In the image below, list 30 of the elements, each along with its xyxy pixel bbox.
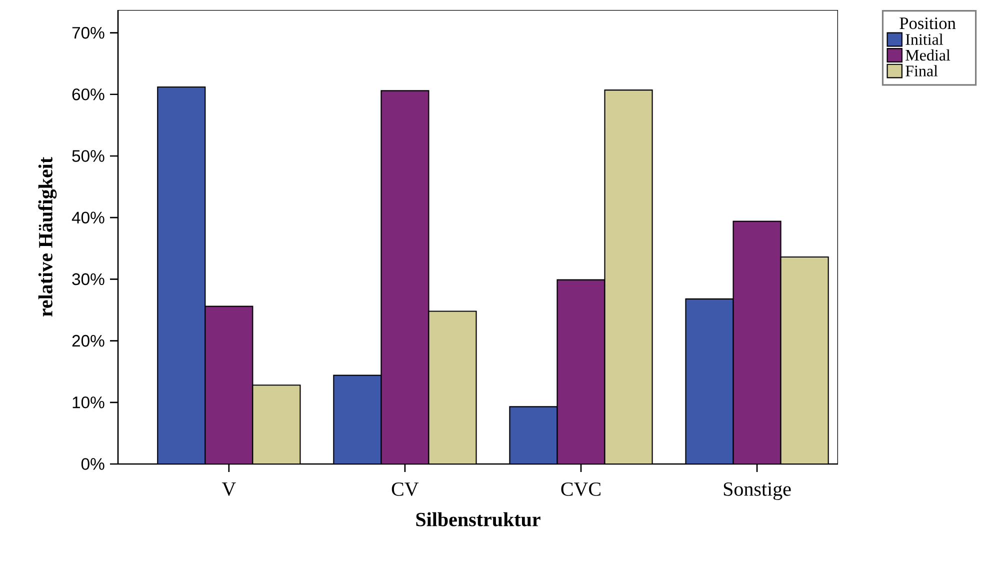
y-tick-label: 10% xyxy=(72,396,104,408)
bar xyxy=(780,256,829,464)
x-tick-label: V xyxy=(222,482,236,496)
bar xyxy=(732,220,782,464)
y-tick-label: 50% xyxy=(72,150,104,162)
bar xyxy=(685,298,734,464)
y-tick-label: 0% xyxy=(81,458,104,470)
y-tick-label: 60% xyxy=(72,88,104,100)
legend-label: Final xyxy=(906,65,938,76)
legend-title: Position xyxy=(900,17,956,30)
y-axis-title: relative Häufigkeit xyxy=(38,157,57,317)
legend-label: Medial xyxy=(906,49,950,61)
bar xyxy=(509,406,558,464)
x-tick-label: Sonstige xyxy=(724,482,791,500)
y-tick-label: 70% xyxy=(72,26,104,39)
bar xyxy=(380,90,430,464)
y-tick-label: 40% xyxy=(72,212,104,224)
y-tick-label: 20% xyxy=(72,334,104,347)
y-tick-label: 30% xyxy=(72,273,104,286)
x-tick-label: CVC xyxy=(561,482,600,496)
legend-label: Initial xyxy=(906,34,944,45)
bar xyxy=(252,384,301,464)
bar xyxy=(556,279,606,464)
bar xyxy=(428,310,477,464)
bar xyxy=(204,306,254,464)
bar xyxy=(157,86,206,464)
x-tick-label: CV xyxy=(392,482,419,496)
bar xyxy=(333,374,382,464)
x-axis-title: Silbenstruktur xyxy=(416,512,540,526)
bar xyxy=(604,90,653,464)
